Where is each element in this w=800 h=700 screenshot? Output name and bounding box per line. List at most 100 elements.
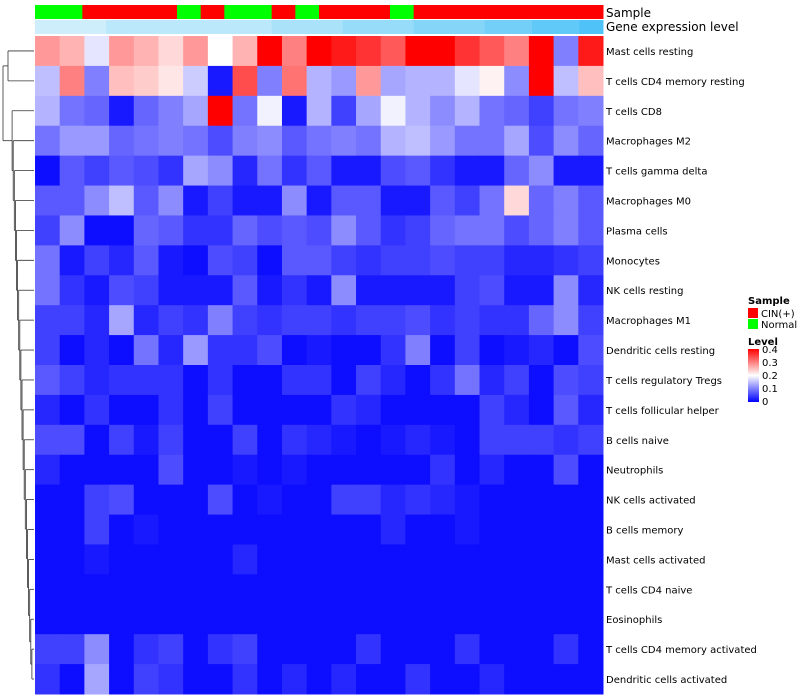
heatmap-cell <box>430 365 456 396</box>
heatmap-cell <box>405 424 431 456</box>
heatmap-cell <box>430 125 456 157</box>
heatmap-cell <box>356 185 382 216</box>
heatmap-cell <box>183 215 209 246</box>
heatmap-cell <box>35 484 61 516</box>
heatmap-cell <box>281 215 308 246</box>
heatmap-cell <box>553 394 579 426</box>
heatmap-cell <box>257 335 283 366</box>
heatmap-cell <box>158 574 184 605</box>
heatmap-cell <box>281 604 308 635</box>
heatmap-cell <box>479 604 505 635</box>
legend-level-tick-0.2: 0.2 <box>762 371 778 382</box>
legend-sample-title: Sample <box>748 296 790 307</box>
heatmap-cell <box>356 125 382 157</box>
heatmap-cell <box>109 185 135 216</box>
heatmap-cell <box>306 185 332 216</box>
heatmap-cell <box>133 574 159 605</box>
heatmap-cell <box>380 95 406 127</box>
heatmap-cell <box>430 65 456 97</box>
heatmap-cell <box>306 454 332 486</box>
heatmap-cell <box>59 36 85 67</box>
heatmap-cell <box>109 155 135 187</box>
heatmap-cell <box>454 125 481 157</box>
heatmap-cell <box>35 155 61 187</box>
heatmap-cell <box>528 634 555 665</box>
annotation-label-expression: Gene expression level <box>606 20 739 34</box>
heatmap-cell <box>504 514 530 545</box>
legend-sample: Sample CIN(+) Normal <box>748 296 797 331</box>
heatmap-cell <box>504 484 530 516</box>
heatmap-cell <box>479 634 505 665</box>
heatmap-cell <box>183 634 209 665</box>
heatmap-cell <box>59 604 85 635</box>
heatmap-cell <box>553 365 579 396</box>
heatmap-cell <box>232 185 258 216</box>
heatmap-cell <box>207 544 234 575</box>
heatmap-cell <box>158 544 184 575</box>
heatmap-cell <box>35 215 61 246</box>
heatmap-cell <box>133 36 159 67</box>
heatmap-cell <box>553 36 579 67</box>
heatmap-cell <box>528 245 555 276</box>
heatmap-cell <box>158 155 184 187</box>
heatmap-cell <box>281 335 308 366</box>
heatmap-cell <box>183 305 209 336</box>
heatmap-cell <box>405 155 431 187</box>
row-label: NK cells activated <box>606 496 696 507</box>
heatmap-cell <box>454 155 481 187</box>
heatmap-cell <box>504 95 530 127</box>
heatmap-cell <box>183 95 209 127</box>
heatmap-cell <box>479 454 505 486</box>
heatmap-cell <box>578 245 604 276</box>
heatmap-cell <box>454 365 481 396</box>
heatmap-cell <box>158 275 184 306</box>
row-dendrogram <box>2 50 34 680</box>
heatmap-cell <box>306 514 332 545</box>
heatmap-cell <box>281 484 308 516</box>
sample-annotation-cell <box>35 5 60 19</box>
heatmap-cell <box>405 275 431 306</box>
heatmap-cell <box>183 484 209 516</box>
heatmap-cell <box>84 155 110 187</box>
heatmap-cell <box>109 664 135 695</box>
row-label: T cells CD4 memory activated <box>605 645 757 656</box>
heatmap-cells <box>35 36 604 695</box>
heatmap-cell <box>281 544 308 575</box>
heatmap-cell <box>528 155 555 187</box>
heatmap-cell <box>306 305 332 336</box>
heatmap-cell <box>158 95 184 127</box>
heatmap-cell <box>430 335 456 366</box>
heatmap-cell <box>553 424 579 456</box>
heatmap-cell <box>257 394 283 426</box>
heatmap-cell <box>306 245 332 276</box>
heatmap-cell <box>578 454 604 486</box>
row-label: Macrophages M2 <box>606 137 691 148</box>
heatmap-cell <box>232 424 258 456</box>
heatmap-cell <box>35 634 61 665</box>
heatmap-cell <box>109 424 135 456</box>
heatmap-cell <box>158 484 184 516</box>
sample-annotation-cell <box>532 5 557 19</box>
heatmap-cell <box>356 484 382 516</box>
heatmap-cell <box>528 574 555 605</box>
heatmap-cell <box>232 95 258 127</box>
heatmap-cell <box>207 604 234 635</box>
heatmap-cell <box>356 65 382 97</box>
heatmap-cell <box>430 36 456 67</box>
heatmap-cell <box>331 484 357 516</box>
heatmap-cell <box>59 514 85 545</box>
heatmap-cell <box>405 305 431 336</box>
heatmap-cell <box>331 424 357 456</box>
heatmap-cell <box>133 185 159 216</box>
heatmap-cell <box>35 664 61 695</box>
heatmap-cell <box>257 544 283 575</box>
heatmap-cell <box>306 275 332 306</box>
heatmap-cell <box>257 664 283 695</box>
heatmap-cell <box>133 424 159 456</box>
heatmap-cell <box>207 424 234 456</box>
sample-annotation-cell <box>153 5 178 19</box>
sample-annotation-cell <box>461 5 486 19</box>
legend-level-tick-0.1: 0.1 <box>762 384 778 395</box>
heatmap-cell <box>158 65 184 97</box>
heatmap-cell <box>109 574 135 605</box>
